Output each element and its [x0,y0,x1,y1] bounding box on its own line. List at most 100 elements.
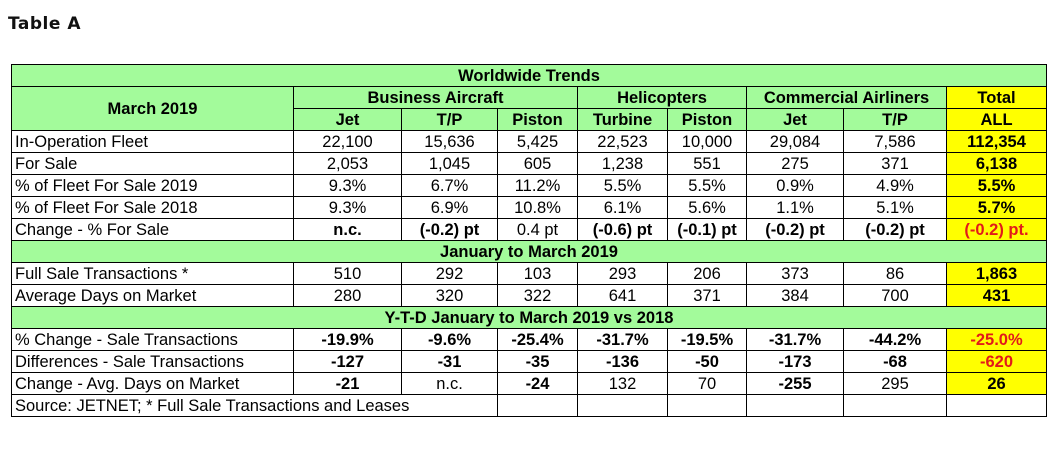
subhead-business-tp: T/P [401,108,498,131]
table-cell: 6.1% [577,196,668,219]
row-label: % Change - Sale Transactions [11,328,294,351]
subhead-business-jet: Jet [293,108,402,131]
section-title-ytd: Y-T-D January to March 2019 vs 2018 [10,306,1048,329]
table-cell: 1,045 [401,152,498,175]
table-cell: -24 [497,372,578,395]
table-caption: Table A [8,14,81,34]
row-label: For Sale [11,152,294,175]
table-row: Differences - Sale Transactions -127 -31… [11,350,1048,373]
table-cell: 103 [497,262,578,285]
group-business-aircraft: Business Aircraft [293,86,578,109]
table-cell: 1,238 [577,152,668,175]
table-row: % Change - Sale Transactions -19.9% -9.6… [11,328,1048,351]
table-row: For Sale 2,053 1,045 605 1,238 551 275 3… [11,152,1048,175]
table-cell: 5.5% [667,174,747,197]
empty-cell [667,394,747,417]
table-cell: n.c. [401,372,498,395]
table-cell: 1.1% [746,196,844,219]
table-cell: 9.3% [293,174,402,197]
table-cell: 206 [667,262,747,285]
table-cell: -25.4% [497,328,578,351]
table-cell: 5.5% [577,174,668,197]
table-cell: -50 [667,350,747,373]
source-row: Source: JETNET; * Full Sale Transactions… [11,394,1048,417]
table-cell: 371 [843,152,947,175]
table-cell: 6.9% [401,196,498,219]
table-cell: (-0.2) pt [401,218,498,241]
source-note: Source: JETNET; * Full Sale Transactions… [11,394,498,417]
table-cell: 551 [667,152,747,175]
table-cell: -255 [746,372,844,395]
table-cell: -31 [401,350,498,373]
empty-cell [843,394,947,417]
table-cell: -173 [746,350,844,373]
period-label: March 2019 [11,86,294,131]
subhead-total-all: ALL [945,108,1048,131]
subhead-commercial-tp: T/P [843,108,947,131]
total-cell: (-0.2) pt. [945,218,1048,241]
table-cell: -31.7% [746,328,844,351]
table-cell: 641 [577,284,668,307]
table-cell: 320 [401,284,498,307]
row-label: Full Sale Transactions * [11,262,294,285]
table-cell: 0.9% [746,174,844,197]
empty-cell [945,394,1048,417]
row-label: % of Fleet For Sale 2019 [11,174,294,197]
row-label: % of Fleet For Sale 2018 [11,196,294,219]
table-title: Worldwide Trends [10,64,1048,87]
total-cell: 6,138 [945,152,1048,175]
total-cell: 26 [945,372,1048,395]
table-cell: 295 [843,372,947,395]
table-cell: 5.6% [667,196,747,219]
table-cell: n.c. [293,218,402,241]
table-cell: 11.2% [497,174,578,197]
table-cell: 22,523 [577,130,668,153]
table-cell: -19.5% [667,328,747,351]
table-cell: 0.4 pt [497,218,578,241]
table-cell: (-0.2) pt [746,218,844,241]
table-row: Change - Avg. Days on Market -21 n.c. -2… [11,372,1048,395]
table-cell: 5.1% [843,196,947,219]
table-cell: -136 [577,350,668,373]
group-total: Total [945,86,1048,109]
table-cell: -127 [293,350,402,373]
table-cell: 7,586 [843,130,947,153]
row-label: In-Operation Fleet [11,130,294,153]
table-cell: -9.6% [401,328,498,351]
table-cell: -31.7% [577,328,668,351]
table-cell: 132 [577,372,668,395]
total-cell: -25.0% [945,328,1048,351]
table-cell: (-0.1) pt [667,218,747,241]
table-cell: -19.9% [293,328,402,351]
table-row: Average Days on Market 280 320 322 641 3… [11,284,1048,307]
row-label: Change - Avg. Days on Market [11,372,294,395]
table-cell: -44.2% [843,328,947,351]
table-cell: (-0.2) pt [843,218,947,241]
table-cell: 6.7% [401,174,498,197]
table-cell: 15,636 [401,130,498,153]
table-cell: 4.9% [843,174,947,197]
row-label: Average Days on Market [11,284,294,307]
table-cell: -68 [843,350,947,373]
table-row: % of Fleet For Sale 2019 9.3% 6.7% 11.2%… [11,174,1048,197]
table-cell: 605 [497,152,578,175]
group-helicopters: Helicopters [577,86,747,109]
table-cell: -21 [293,372,402,395]
subhead-commercial-jet: Jet [746,108,844,131]
table-cell: 9.3% [293,196,402,219]
table-cell: 275 [746,152,844,175]
table-row: % of Fleet For Sale 2018 9.3% 6.9% 10.8%… [11,196,1048,219]
empty-cell [497,394,578,417]
table-cell: 280 [293,284,402,307]
total-cell: 112,354 [945,130,1048,153]
table-cell: 384 [746,284,844,307]
total-cell: 431 [945,284,1048,307]
table-cell: 322 [497,284,578,307]
table-cell: 292 [401,262,498,285]
subhead-heli-turbine: Turbine [577,108,668,131]
table-cell: 373 [746,262,844,285]
total-cell: 5.5% [945,174,1048,197]
table-cell: 70 [667,372,747,395]
total-cell: 5.7% [945,196,1048,219]
table-cell: 22,100 [293,130,402,153]
